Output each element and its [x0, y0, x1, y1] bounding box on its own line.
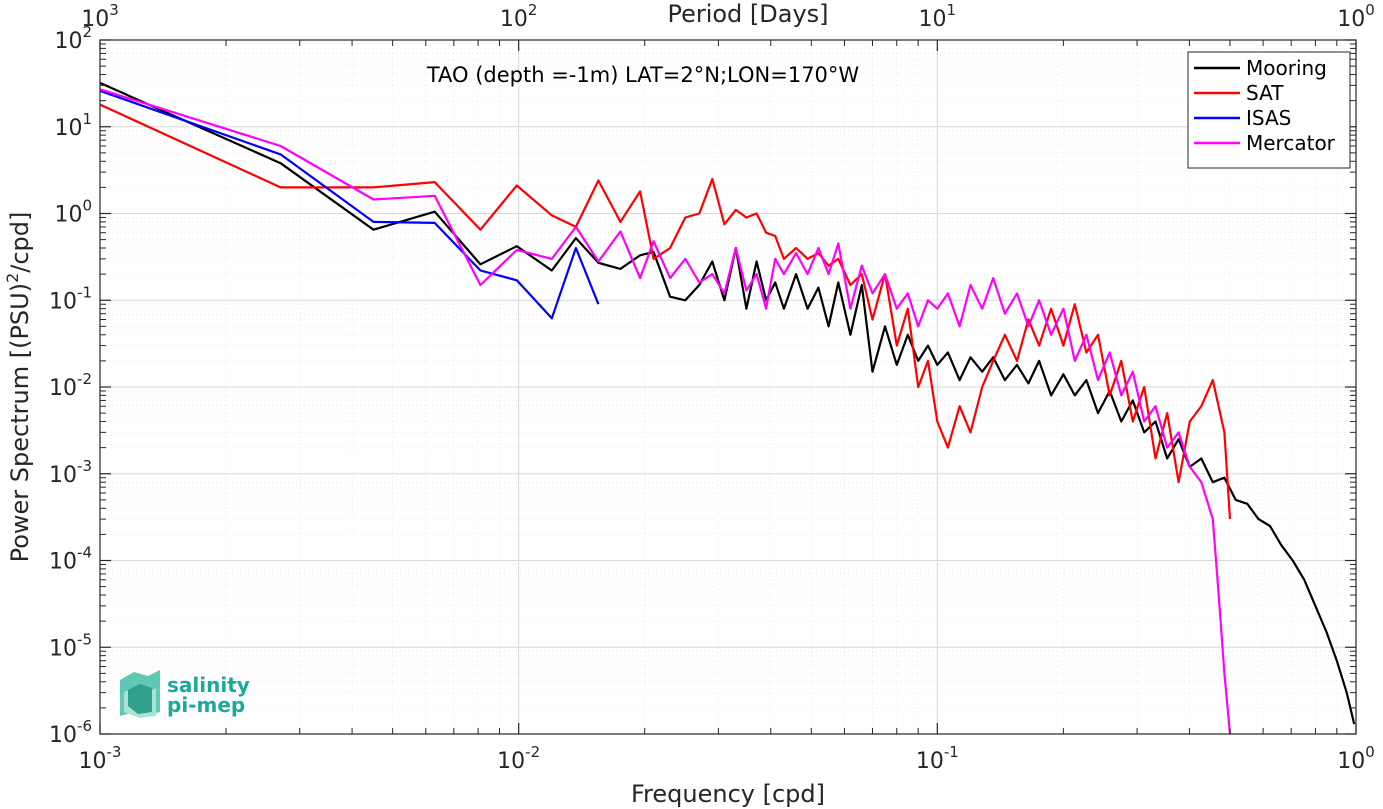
top-tick-label: 102 — [500, 1, 538, 32]
series-line-mercator — [99, 88, 1232, 735]
legend-label-mercator: Mercator — [1246, 131, 1336, 155]
legend-label-isas: ISAS — [1246, 106, 1291, 130]
y-axis-label: Power Spectrum [(PSU)2/cpd] — [3, 212, 34, 563]
x-tick-label: 10-1 — [916, 743, 959, 774]
axis-ticks — [99, 39, 1357, 735]
y-tick-label: 10-6 — [49, 717, 92, 748]
series-line-isas — [99, 89, 600, 320]
salinity-pi-mep-logo: salinity pi-mep — [120, 670, 250, 718]
top-tick-label: 100 — [1337, 1, 1375, 32]
x-tick-label: 10-3 — [79, 743, 122, 774]
top-tick-label: 101 — [919, 1, 957, 32]
y-tick-label: 10-5 — [49, 630, 92, 661]
logo-wave-front-icon — [128, 684, 152, 714]
legend-label-sat: SAT — [1246, 81, 1284, 105]
x-tick-label: 100 — [1337, 743, 1375, 774]
y-tick-label: 10-1 — [49, 283, 92, 314]
y-tick-label: 101 — [54, 110, 92, 141]
top-tick-label: 103 — [81, 1, 119, 32]
series-lines — [99, 81, 1356, 735]
logo-line2: pi-mep — [167, 693, 245, 717]
y-tick-label: 10-2 — [49, 370, 92, 401]
series-line-mooring — [99, 81, 1356, 725]
y-tick-label: 102 — [54, 23, 92, 54]
logo-line1: salinity — [167, 673, 250, 697]
top-axis-label: Period [Days] — [667, 0, 828, 28]
x-axis-label: Frequency [cpd] — [631, 780, 825, 808]
x-tick-label: 10-2 — [497, 743, 540, 774]
grid — [99, 39, 1357, 735]
chart-title: TAO (depth =-1m) LAT=2°N;LON=170°W — [426, 63, 860, 87]
legend-box — [1187, 51, 1351, 169]
y-tick-label: 100 — [54, 197, 92, 228]
y-tick-label: 10-4 — [49, 544, 92, 575]
legend-label-mooring: Mooring — [1246, 56, 1327, 80]
y-tick-label: 10-3 — [49, 457, 92, 488]
